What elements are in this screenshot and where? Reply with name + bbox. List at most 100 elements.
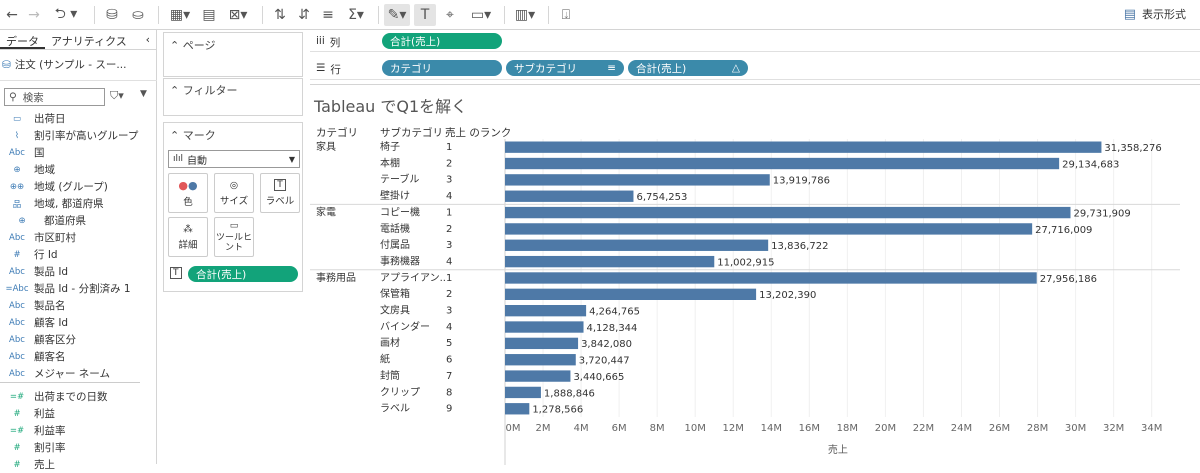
color-button[interactable]: ●● 色 — [168, 173, 208, 213]
field-label: 顧客 Id — [34, 317, 69, 329]
rows-pill-subcategory[interactable]: サブカテゴリ ≡ — [506, 60, 624, 76]
menu-chevron-icon[interactable]: ▼ — [140, 89, 147, 99]
filters-card[interactable]: ⌃ フィルター — [163, 78, 303, 116]
tooltip-label: ツールヒント — [216, 233, 253, 253]
rank-label: 7 — [446, 371, 452, 382]
subcategory-label: 文房具 — [380, 304, 410, 317]
field-item[interactable]: ⊕ 都道府県 — [0, 212, 157, 229]
field-item[interactable]: # 利益 — [0, 405, 157, 422]
datasource-item[interactable]: ⛁ 注文 (サンプル - スー... — [2, 57, 126, 72]
swap-icon[interactable]: ⇅ — [274, 7, 286, 23]
color-label: 色 — [183, 196, 193, 208]
rank-label: 4 — [446, 191, 452, 202]
subcategory-label: 壁掛け — [380, 189, 410, 202]
search-input[interactable]: ⚲ 検索 — [4, 88, 105, 106]
rank-label: 3 — [446, 306, 452, 317]
rank-label: 5 — [446, 338, 452, 349]
label-pill[interactable]: 合計(売上) — [188, 266, 298, 282]
new-datasource-icon[interactable]: ⛁ — [106, 7, 118, 23]
mark-type-select[interactable]: ılıl 自動 ▼ — [168, 150, 300, 168]
x-tick-label: 6M — [612, 423, 627, 434]
view-canvas: Tableau でQ1を解く カテゴリ サブカテゴリ 売上 のランク 0M 2M 4… — [310, 84, 1200, 465]
field-item[interactable]: # 割引率 — [0, 439, 157, 456]
field-item[interactable]: Abc 顧客区分 — [0, 331, 157, 348]
rows-pill-sales[interactable]: 合計(売上) △ — [628, 60, 748, 76]
pages-card[interactable]: ⌃ ページ — [163, 32, 303, 77]
bar — [505, 174, 770, 186]
show-me-button[interactable]: ▤ 表示形式 — [1124, 6, 1186, 22]
show-me-icon: ▤ — [1123, 6, 1136, 22]
bar — [505, 157, 1060, 170]
detail-icon: ⁂ — [183, 223, 193, 235]
columns-pill-sales[interactable]: 合計(売上) — [382, 33, 502, 49]
field-item[interactable]: ▭ 出荷日 — [0, 110, 157, 127]
field-item[interactable]: Abc 顧客 Id — [0, 314, 157, 331]
data-label: 3,720,447 — [579, 356, 630, 367]
replay-icon[interactable]: ⮌ ▾ — [54, 6, 78, 22]
x-tick-label: 8M — [650, 423, 665, 434]
fit-icon[interactable]: ▭▾ — [470, 7, 492, 23]
field-item[interactable]: =Abc 製品 Id - 分割済み 1 — [0, 280, 157, 297]
rank-label: 2 — [446, 224, 452, 235]
data-label: 31,358,276 — [1104, 143, 1161, 154]
rows-pill-category[interactable]: カテゴリ — [382, 60, 502, 76]
field-item[interactable]: =# 出荷までの日数 — [0, 388, 157, 405]
field-item[interactable]: Abc 製品 Id — [0, 263, 157, 280]
field-item[interactable]: 品 地域, 都道府県 — [0, 195, 157, 212]
field-item[interactable]: # 売上 — [0, 456, 157, 473]
field-item[interactable]: ⌇ 割引率が高いグループ — [0, 127, 157, 144]
field-item[interactable]: Abc 市区町村 — [0, 229, 157, 246]
filter-icon[interactable]: ⛉▾ — [110, 89, 124, 102]
pages-card-title: ページ — [182, 39, 216, 52]
fix-axes-icon[interactable]: ⌖ — [446, 7, 454, 23]
rank-label: 1 — [446, 142, 452, 153]
field-item[interactable]: Abc 顧客名 — [0, 348, 157, 365]
subcategory-label: アプライアン.. — [380, 272, 446, 284]
redo-icon[interactable]: → — [28, 7, 40, 23]
field-item[interactable]: ⊕ 地域 — [0, 161, 157, 178]
field-item[interactable]: ⊕⊕ 地域 (グループ) — [0, 178, 157, 195]
field-item[interactable]: Abc 国 — [0, 144, 157, 161]
presentation-icon[interactable]: ⍗ — [561, 7, 571, 23]
size-button[interactable]: ◎ サイズ — [214, 173, 254, 213]
field-item[interactable]: =# 利益率 — [0, 422, 157, 439]
rows-pill-sales-label: 合計(売上) — [636, 62, 687, 75]
data-pane-tabs: データ アナリティクス ‹ — [0, 30, 156, 50]
data-label: 11,002,915 — [717, 257, 774, 268]
tab-analytics[interactable]: アナリティクス — [51, 35, 127, 48]
pause-updates-icon[interactable]: ⛀ — [132, 7, 144, 23]
show-me-label: 表示形式 — [1142, 8, 1186, 21]
tab-data[interactable]: データ — [0, 30, 45, 49]
sort-asc-icon[interactable]: ⇵ — [298, 7, 310, 23]
field-item[interactable]: Abc メジャー ネーム — [0, 365, 157, 382]
totals-icon[interactable]: Σ▾ — [348, 7, 364, 23]
tooltip-button[interactable]: ▭ ツールヒント — [214, 217, 254, 257]
x-tick-label: 22M — [913, 423, 934, 434]
field-item[interactable]: # 行 Id — [0, 246, 157, 263]
field-list: ▭ 出荷日 ⌇ 割引率が高いグループ Abc 国 ⊕ 地域 ⊕⊕ 地域 (グループ) 品 地域, 都道… — [0, 110, 157, 473]
x-tick-label: 12M — [723, 423, 744, 434]
label-button[interactable]: T ラベル — [260, 173, 300, 213]
sort-desc-icon[interactable]: ≡ — [322, 7, 334, 23]
show-cards-icon[interactable]: ▥▾ — [514, 7, 536, 23]
highlight-icon[interactable]: ✎▾ — [384, 4, 410, 26]
undo-icon[interactable]: ← — [6, 7, 18, 23]
clear-sheet-icon[interactable]: ⊠▾ — [228, 7, 248, 23]
field-type-icon: ▭ — [12, 113, 22, 124]
subcategory-label: 紙 — [380, 353, 390, 366]
detail-button[interactable]: ⁂ 詳細 — [168, 217, 208, 257]
bar — [505, 141, 1102, 153]
x-tick-label: 26M — [989, 423, 1010, 434]
duplicate-sheet-icon[interactable]: ▤ — [202, 7, 216, 23]
show-labels-icon[interactable]: T — [414, 4, 436, 26]
bar-chart: 0M 2M 4M 6M 8M 10M 12M 14M 16M 18M 20M 22M 24M 26M 28M… — [310, 139, 1180, 465]
toolbar: ← → ⮌ ▾ ⛁ ⛀ ▦▾ ▤ ⊠▾ ⇅ ⇵ ≡ Σ▾ ✎▾ T ⌖ ▭▾ ▥… — [0, 0, 1200, 30]
field-label: 行 Id — [34, 249, 58, 261]
field-item[interactable]: Abc 製品名 — [0, 297, 157, 314]
rank-label: 2 — [446, 289, 452, 300]
subcategory-label: クリップ — [380, 386, 420, 398]
bar — [505, 321, 584, 333]
collapse-pane-icon[interactable]: ‹ — [145, 33, 150, 46]
new-worksheet-icon[interactable]: ▦▾ — [169, 7, 191, 23]
data-label: 1,888,846 — [544, 388, 595, 399]
